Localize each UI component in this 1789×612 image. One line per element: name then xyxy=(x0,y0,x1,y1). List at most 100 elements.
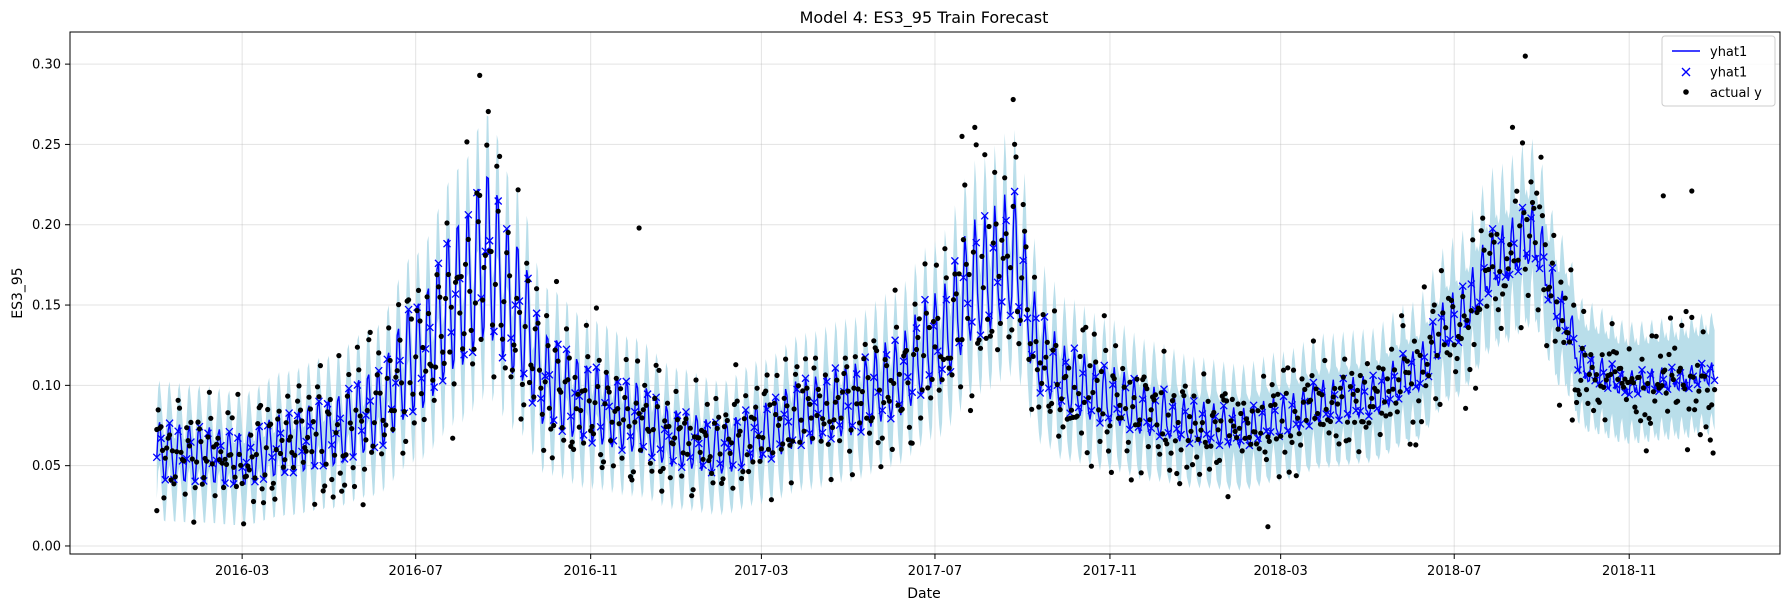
forecast-x-marker xyxy=(1522,249,1531,258)
actual-point xyxy=(1120,365,1126,372)
forecast-x-marker xyxy=(993,278,1002,287)
actual-point xyxy=(1561,339,1567,345)
actual-point xyxy=(481,264,487,271)
actual-point xyxy=(201,475,207,481)
actual-point xyxy=(1033,339,1039,345)
actual-point xyxy=(990,240,996,246)
actual-point xyxy=(780,441,786,447)
actual-point xyxy=(218,449,224,455)
forecast-x-marker xyxy=(464,210,473,219)
actual-point xyxy=(1377,431,1383,438)
actual-point xyxy=(472,300,478,306)
actual-point xyxy=(1556,402,1563,408)
forecast-x-marker xyxy=(1531,254,1540,263)
forecast-x-marker xyxy=(161,475,170,484)
actual-point xyxy=(253,451,259,458)
actual-point xyxy=(206,389,212,395)
actual-point xyxy=(411,420,417,426)
actual-point xyxy=(1541,287,1547,293)
actual-point xyxy=(637,447,644,453)
actual-point xyxy=(1229,396,1235,402)
forecast-x-marker xyxy=(673,411,682,420)
actual-point xyxy=(622,394,628,401)
actual-point xyxy=(243,473,249,479)
actual-point xyxy=(711,420,718,426)
actual-point xyxy=(1522,53,1528,59)
actual-point xyxy=(763,388,769,394)
actual-point xyxy=(1198,427,1204,433)
actual-point xyxy=(353,407,359,413)
forecast-x-marker xyxy=(908,388,917,397)
actual-point xyxy=(1009,327,1015,333)
x-tick-label: 2018-07 xyxy=(1427,564,1481,579)
forecast-x-marker xyxy=(481,247,490,256)
actual-point xyxy=(1295,415,1301,421)
actual-point xyxy=(538,385,544,391)
actual-point xyxy=(741,416,747,422)
actual-point xyxy=(915,334,921,341)
actual-point xyxy=(955,337,961,343)
forecast-x-marker xyxy=(280,468,289,477)
actual-point xyxy=(1620,384,1627,390)
actual-point xyxy=(632,419,638,425)
actual-point xyxy=(899,406,905,412)
actual-point xyxy=(744,452,750,458)
actual-point xyxy=(656,367,662,373)
forecast-x-marker xyxy=(827,434,836,443)
actual-point xyxy=(889,446,895,452)
actual-point xyxy=(300,459,306,465)
actual-point xyxy=(1643,448,1649,454)
actual-point xyxy=(1538,154,1544,160)
actual-point xyxy=(684,451,691,457)
actual-point xyxy=(1602,417,1608,423)
actual-point xyxy=(916,316,922,322)
actual-point xyxy=(259,486,265,492)
actual-point xyxy=(1327,418,1333,425)
actual-point xyxy=(822,372,829,378)
actual-point xyxy=(488,248,494,255)
actual-point xyxy=(1224,398,1230,404)
actual-point xyxy=(639,415,645,421)
actual-point xyxy=(926,324,932,331)
actual-point xyxy=(1589,364,1595,370)
actual-point xyxy=(1549,260,1555,266)
actual-point xyxy=(548,426,554,432)
actual-point xyxy=(820,416,826,422)
actual-point xyxy=(175,397,181,403)
actual-point xyxy=(700,456,706,462)
actual-point xyxy=(1663,390,1669,396)
actual-point xyxy=(1337,385,1343,391)
actual-point xyxy=(1096,407,1102,413)
actual-point xyxy=(1093,359,1099,365)
actual-point xyxy=(1586,371,1592,377)
actual-point xyxy=(277,450,284,457)
forecast-x-marker xyxy=(1309,378,1318,387)
actual-point xyxy=(361,466,368,472)
actual-point xyxy=(323,461,329,467)
actual-point xyxy=(1593,372,1600,378)
actual-point xyxy=(1423,383,1429,389)
forecast-x-marker xyxy=(1010,187,1019,196)
actual-point xyxy=(171,481,177,487)
forecast-x-marker xyxy=(489,327,498,336)
actual-point xyxy=(509,367,515,373)
actual-point xyxy=(606,389,612,395)
actual-point xyxy=(940,356,947,363)
actual-point xyxy=(1134,376,1140,382)
actual-point xyxy=(1591,407,1597,414)
forecast-x-marker xyxy=(549,416,558,425)
actual-point xyxy=(1420,369,1426,375)
actual-point xyxy=(477,192,483,198)
forecast-x-marker xyxy=(361,411,370,420)
actual-point xyxy=(903,347,910,354)
actual-point xyxy=(169,448,175,454)
actual-point xyxy=(1235,401,1241,407)
actual-point xyxy=(168,477,174,483)
actual-point xyxy=(408,316,414,322)
actual-point xyxy=(270,480,276,486)
actual-point xyxy=(1265,524,1271,530)
actual-point xyxy=(1286,469,1292,475)
actual-point xyxy=(1682,386,1688,392)
actual-point xyxy=(999,237,1005,243)
actual-point xyxy=(845,388,851,394)
